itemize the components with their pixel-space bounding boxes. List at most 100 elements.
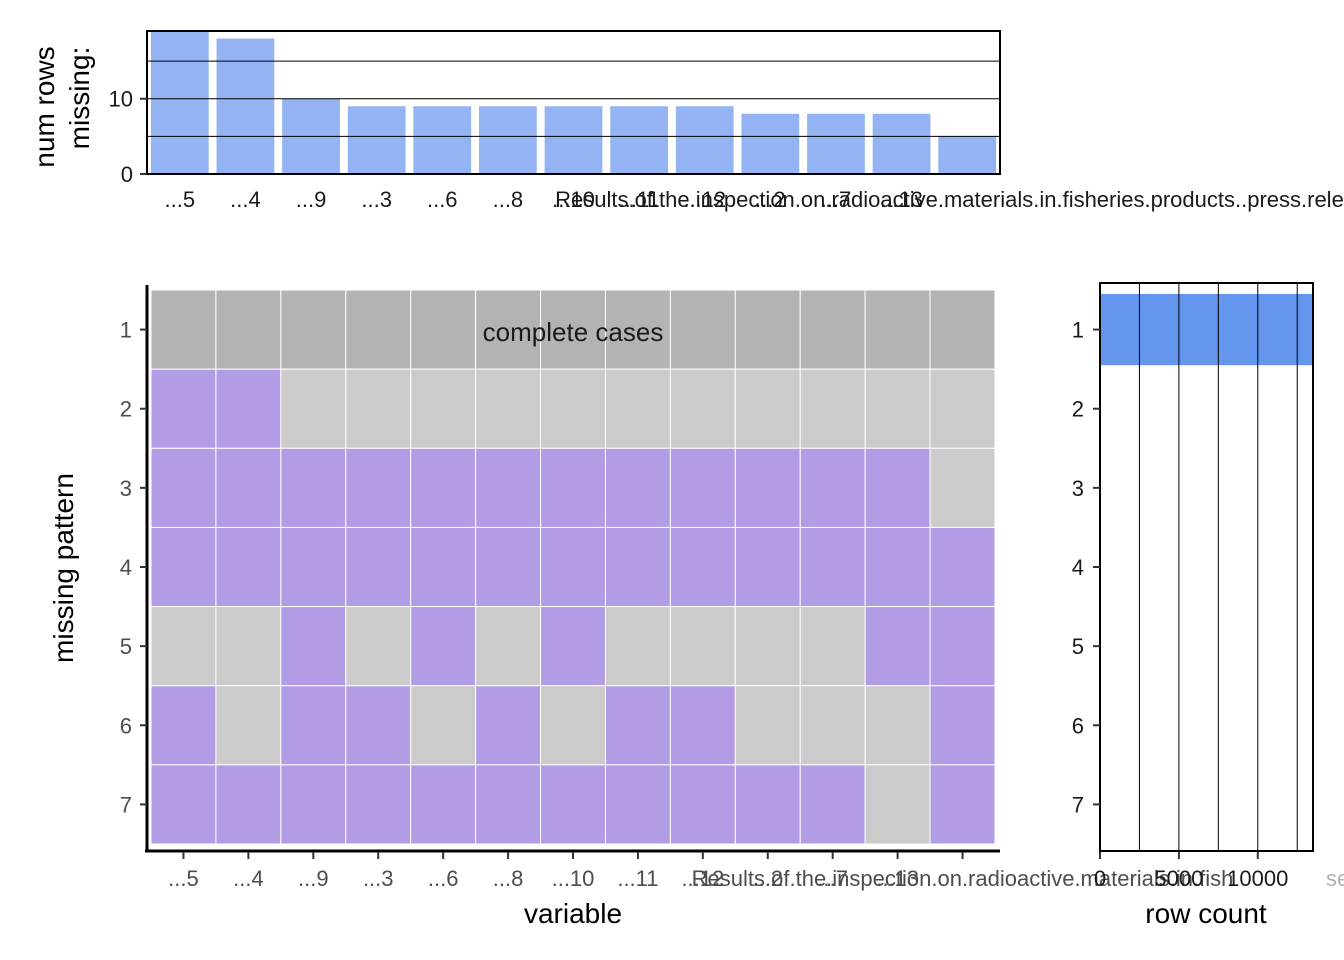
heatmap-tile <box>280 685 347 766</box>
heatmap-tile <box>929 764 996 845</box>
heatmap-tile <box>475 606 542 687</box>
top-bar <box>807 113 865 174</box>
heatmap-tile <box>475 526 542 608</box>
heatmap-tile <box>345 764 412 845</box>
top-x-tick-label: ...6 <box>427 187 458 212</box>
heatmap-tile <box>799 447 866 528</box>
top-bars <box>150 31 997 174</box>
heatmap-tile <box>734 526 801 608</box>
heatmap-tile <box>215 526 282 608</box>
heatmap-tiles <box>150 289 996 845</box>
right-y-tick-label: 5 <box>1072 634 1084 659</box>
heatmap-tile <box>604 289 671 370</box>
heatmap-tile <box>150 685 217 766</box>
heatmap-tile <box>669 368 736 449</box>
main-y-axis-title: missing pattern <box>48 473 79 663</box>
heatmap-tile <box>475 447 542 528</box>
heatmap-tile <box>734 764 801 845</box>
main-y-tick-label: 1 <box>120 318 132 343</box>
heatmap-tile <box>475 764 542 845</box>
heatmap-tile <box>799 606 866 687</box>
top-y-tick-label: 0 <box>121 162 133 187</box>
main-x-tick-label: ...5 <box>168 866 199 891</box>
top-x-tick-label: ...11 <box>619 187 660 212</box>
heatmap-tile <box>280 368 347 449</box>
heatmap-tile <box>540 606 606 687</box>
heatmap-tile <box>150 764 217 845</box>
heatmap-tile <box>410 685 477 766</box>
top-x-tick-label: ...8 <box>493 187 524 212</box>
main-x-tick-label: ...4 <box>233 866 264 891</box>
heatmap-tile <box>734 447 801 528</box>
heatmap-tile <box>929 685 996 766</box>
main-y-tick-label: 6 <box>120 713 132 738</box>
heatmap-tile <box>864 447 931 528</box>
right-y-tick-label: 6 <box>1072 713 1084 738</box>
heatmap-tile <box>410 289 477 370</box>
top-x-tick-label: ...10 <box>552 187 595 212</box>
heatmap-tile <box>410 447 477 528</box>
main-x-tick-labels: ...5 ...4 ...9 ...3 ...6 ...8 ...10 ...11 ...12.… <box>168 852 1233 891</box>
row-count-panel: 1 2 3 4 5 6 7 0 5000 10000 se row count <box>1072 282 1344 929</box>
main-x-axis-title: variable <box>524 898 622 929</box>
heatmap-tile <box>540 685 606 766</box>
top-x-tick-label: ...2 <box>755 187 786 212</box>
main-x-tick-label: ...2 <box>752 866 783 891</box>
right-x-tick-label: 5000 <box>1154 866 1203 891</box>
main-x-tick-label: ...12 <box>681 866 724 891</box>
heatmap-tile <box>799 526 866 608</box>
heatmap-tile <box>604 447 671 528</box>
right-y-tick-label: 7 <box>1072 792 1084 817</box>
heatmap-tile <box>410 606 477 687</box>
heatmap-tile <box>669 685 736 766</box>
heatmap-tile <box>215 447 282 528</box>
row-count-bar <box>1100 293 1313 366</box>
heatmap-tile <box>150 606 217 687</box>
heatmap-tile <box>799 289 866 370</box>
main-x-tick-label: ...9 <box>298 866 329 891</box>
top-y-axis-title-line1: num rows <box>29 46 60 167</box>
heatmap-tile <box>345 685 412 766</box>
heatmap-tile <box>929 526 996 608</box>
heatmap-tile <box>150 289 217 370</box>
right-x-tick-label: 0 <box>1094 866 1106 891</box>
heatmap-tile <box>150 368 217 449</box>
top-bar-panel: 0 10 ...5 ...4 ...9 ...3 ...6 ...8 ...10 ...11..… <box>29 30 1344 212</box>
heatmap-tile <box>410 368 477 449</box>
heatmap-tile <box>280 606 347 687</box>
heatmap-tile <box>215 606 282 687</box>
heatmap-tile <box>410 764 477 845</box>
heatmap-tile <box>604 526 671 608</box>
heatmap-tile <box>475 289 542 370</box>
main-y-tick-label: 7 <box>120 792 132 817</box>
top-bar <box>872 113 931 174</box>
main-x-tick-label: ...13 <box>876 866 919 891</box>
right-panel-border <box>1099 282 1314 852</box>
top-y-tick-label: 10 <box>109 87 133 112</box>
row-count-bars <box>1100 293 1313 366</box>
top-bar <box>675 106 734 174</box>
heatmap-tile <box>799 368 866 449</box>
row-count-gridlines <box>1138 283 1298 851</box>
right-x-tick-label: 10000 <box>1227 866 1288 891</box>
right-y-tick-label: 3 <box>1072 476 1084 501</box>
heatmap-tile <box>215 368 282 449</box>
main-y-tick-label: 4 <box>120 555 132 580</box>
heatmap-tile <box>604 685 671 766</box>
top-x-tick-labels: ...5 ...4 ...9 ...3 ...6 ...8 ...10 ...11 ...12.… <box>165 187 1344 212</box>
heatmap-tile <box>864 368 931 449</box>
heatmap-tile <box>734 289 801 370</box>
main-y-tick-label: 3 <box>120 476 132 501</box>
right-x-ticks: 0 5000 10000 <box>1094 852 1288 891</box>
top-panel-border <box>146 30 1001 175</box>
heatmap-tile <box>540 289 606 370</box>
heatmap-tile <box>929 447 996 528</box>
main-x-tick-label: ...10 <box>552 866 595 891</box>
heatmap-tile <box>864 685 931 766</box>
right-y-ticks: 1 2 3 4 5 6 7 <box>1072 318 1100 817</box>
main-x-tick-label: ...7 <box>817 866 848 891</box>
right-y-tick-label: 1 <box>1072 318 1084 343</box>
top-x-tick-label: ...13 <box>880 187 923 212</box>
heatmap-tile <box>540 368 606 449</box>
heatmap-tile <box>669 447 736 528</box>
